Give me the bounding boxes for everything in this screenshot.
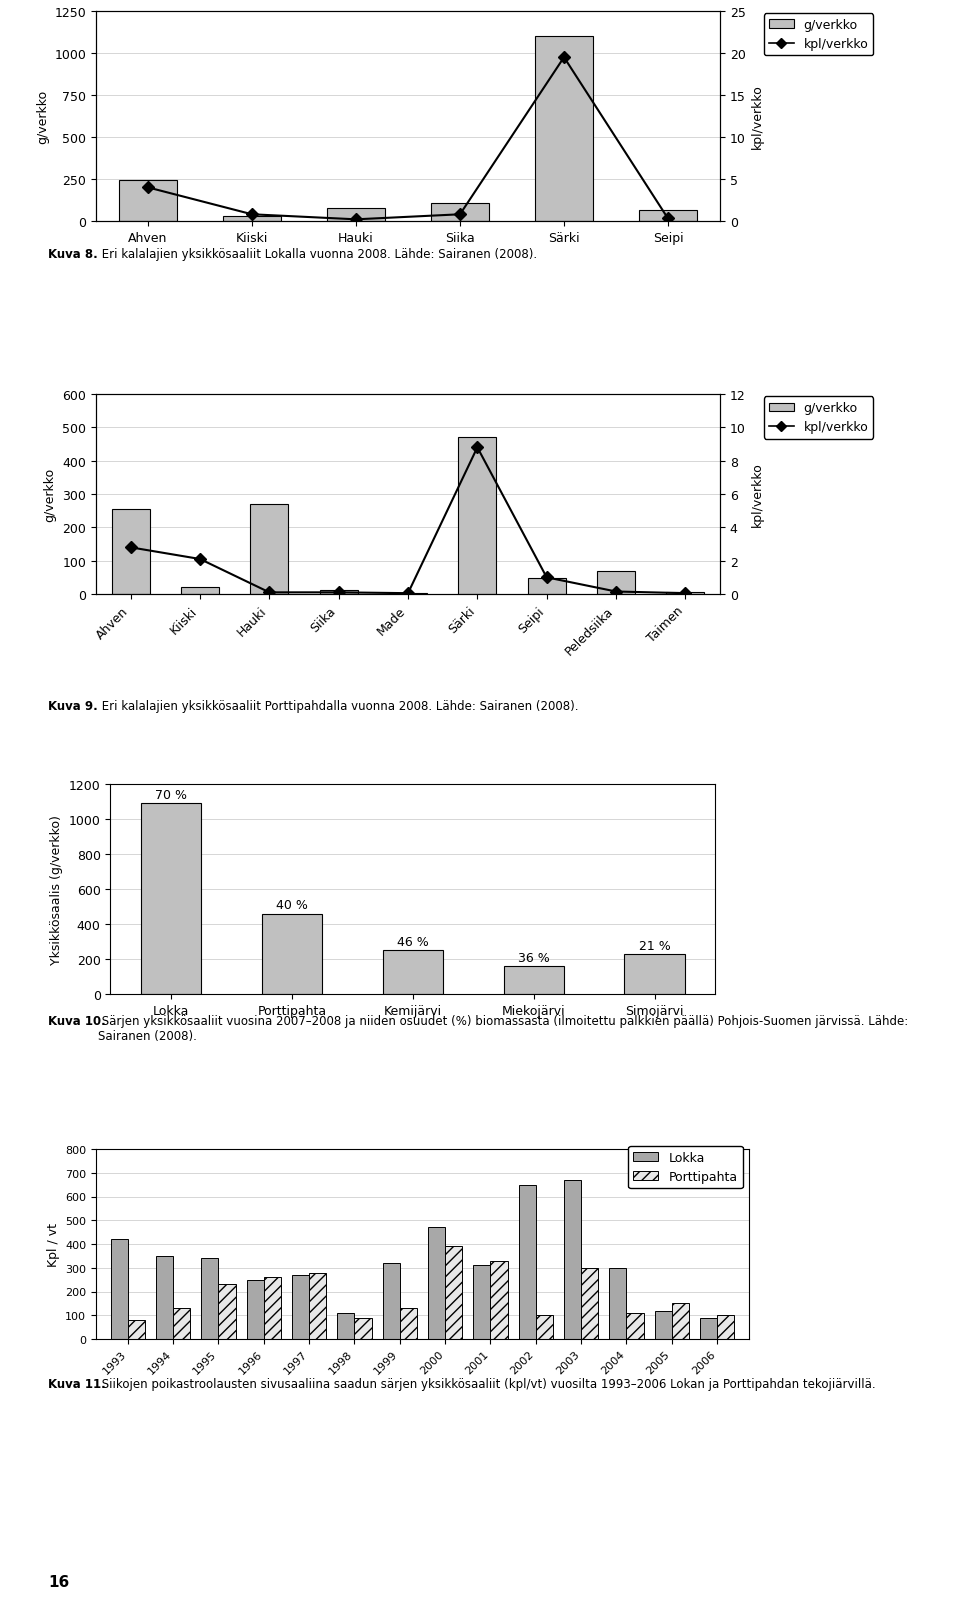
Bar	[655, 1311, 672, 1339]
Bar	[383, 950, 444, 995]
Text: 70 %: 70 %	[155, 788, 187, 801]
Bar	[528, 579, 565, 594]
Bar	[354, 1318, 372, 1339]
Text: Särjen yksikkösaaliit vuosina 2007–2008 ja niiden osuudet (%) biomassasta (ilmoi: Särjen yksikkösaaliit vuosina 2007–2008 …	[98, 1014, 908, 1042]
Text: Kuva 10.: Kuva 10.	[48, 1014, 106, 1027]
Bar	[224, 217, 280, 221]
Bar	[173, 1308, 190, 1339]
Y-axis label: Yksikkösaalis (g/verkko): Yksikkösaalis (g/verkko)	[50, 815, 63, 965]
Bar	[700, 1318, 717, 1339]
Bar	[264, 1278, 281, 1339]
Bar	[261, 913, 323, 995]
Bar	[320, 591, 358, 594]
Bar	[504, 966, 564, 995]
Bar	[536, 1316, 553, 1339]
Bar	[399, 1308, 417, 1339]
Text: Siikojen poikastroolausten sivusaaliina saadun särjen yksikkösaaliit (kpl/vt) vu: Siikojen poikastroolausten sivusaaliina …	[98, 1377, 876, 1390]
Text: Kuva 11.: Kuva 11.	[48, 1377, 106, 1390]
Bar	[292, 1274, 309, 1339]
Bar	[128, 1321, 145, 1339]
Text: 16: 16	[48, 1575, 69, 1589]
Bar	[110, 1239, 128, 1339]
Bar	[581, 1268, 598, 1339]
Y-axis label: kpl/verkko: kpl/verkko	[751, 85, 764, 149]
Bar	[518, 1184, 536, 1339]
Bar	[337, 1313, 354, 1339]
Legend: Lokka, Porttipahta: Lokka, Porttipahta	[629, 1146, 742, 1188]
Bar	[119, 181, 177, 221]
Bar	[382, 1263, 399, 1339]
Text: Eri kalalajien yksikkösaaliit Porttipahdalla vuonna 2008. Lähde: Sairanen (2008): Eri kalalajien yksikkösaaliit Porttipahd…	[98, 700, 579, 713]
Bar	[536, 37, 592, 221]
Bar	[219, 1284, 235, 1339]
Bar	[445, 1247, 463, 1339]
Legend: g/verkko, kpl/verkko: g/verkko, kpl/verkko	[764, 14, 874, 56]
Bar	[202, 1258, 219, 1339]
Bar	[672, 1303, 689, 1339]
Bar	[625, 953, 685, 995]
Bar	[431, 204, 489, 221]
Bar	[247, 1279, 264, 1339]
Text: 40 %: 40 %	[276, 899, 308, 912]
Bar	[327, 209, 385, 221]
Bar	[610, 1268, 627, 1339]
Bar	[717, 1316, 734, 1339]
Y-axis label: Kpl / vt: Kpl / vt	[47, 1223, 60, 1266]
Bar	[491, 1262, 508, 1339]
Bar	[111, 510, 150, 594]
Bar	[627, 1313, 643, 1339]
Text: 46 %: 46 %	[396, 936, 429, 949]
Y-axis label: kpl/verkko: kpl/verkko	[751, 462, 764, 526]
Text: Kuva 9.: Kuva 9.	[48, 700, 98, 713]
Text: Kuva 8.: Kuva 8.	[48, 247, 98, 262]
Bar	[458, 438, 496, 594]
Bar	[309, 1273, 326, 1339]
Y-axis label: g/verkko: g/verkko	[36, 90, 49, 144]
Bar	[251, 504, 288, 594]
Text: 21 %: 21 %	[638, 939, 671, 952]
Bar	[428, 1228, 445, 1339]
Bar	[597, 571, 636, 594]
Text: 36 %: 36 %	[517, 952, 550, 965]
Bar	[473, 1266, 491, 1339]
Bar	[639, 210, 697, 221]
Y-axis label: g/verkko: g/verkko	[44, 467, 57, 522]
Bar	[141, 804, 202, 995]
Bar	[564, 1180, 581, 1339]
Bar	[180, 587, 219, 594]
Bar	[666, 592, 705, 594]
Legend: g/verkko, kpl/verkko: g/verkko, kpl/verkko	[764, 396, 874, 440]
Bar	[156, 1257, 173, 1339]
Text: Eri kalalajien yksikkösaaliit Lokalla vuonna 2008. Lähde: Sairanen (2008).: Eri kalalajien yksikkösaaliit Lokalla vu…	[98, 247, 537, 262]
